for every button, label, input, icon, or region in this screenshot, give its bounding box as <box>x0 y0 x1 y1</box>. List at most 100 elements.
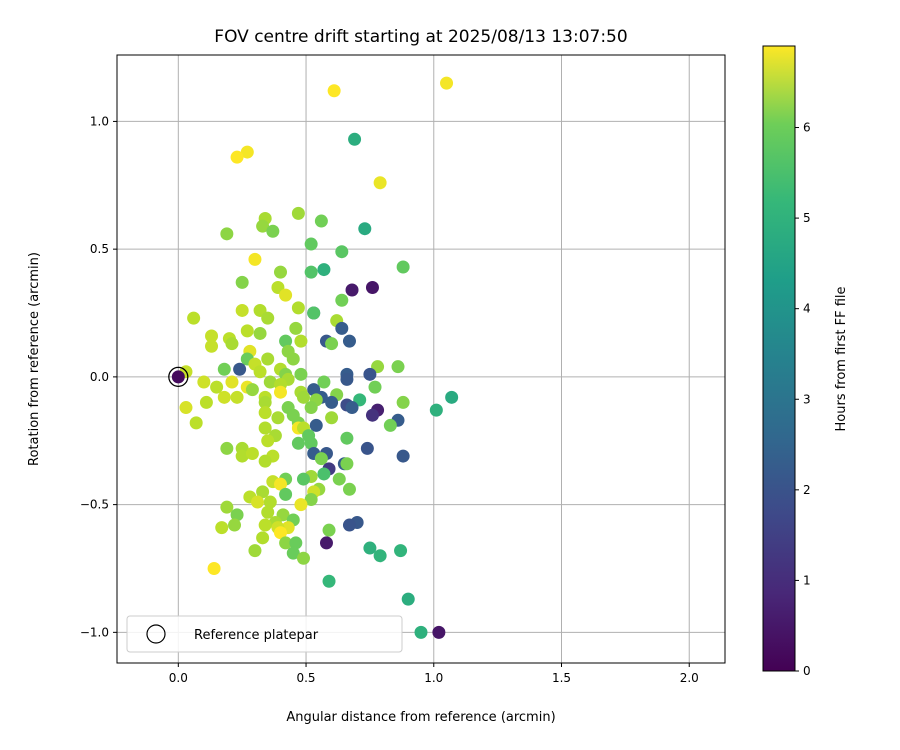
data-point <box>273 477 287 491</box>
data-point <box>307 306 321 320</box>
data-point <box>235 275 249 289</box>
data-point <box>342 334 356 348</box>
data-point <box>291 206 305 220</box>
data-point <box>373 549 387 563</box>
data-point <box>220 227 234 241</box>
legend-reference-marker <box>146 624 166 644</box>
x-tick-label: 0.5 <box>296 671 315 685</box>
data-point <box>228 518 242 532</box>
data-point <box>256 219 270 233</box>
data-point <box>220 500 234 514</box>
data-point <box>205 329 219 343</box>
data-point <box>319 536 333 550</box>
data-point <box>215 521 229 535</box>
data-point <box>396 260 410 274</box>
data-point <box>414 625 428 639</box>
data-point <box>273 526 287 540</box>
data-point <box>286 352 300 366</box>
data-point <box>258 421 272 435</box>
x-tick-label: 1.5 <box>552 671 571 685</box>
data-point <box>314 452 328 466</box>
y-axis-ticks: −1.0 −0.5 0.0 0.5 1.0 <box>80 114 117 639</box>
data-point <box>325 411 339 425</box>
data-point <box>335 321 349 335</box>
data-point <box>317 263 331 277</box>
data-point <box>279 487 293 501</box>
data-point <box>245 383 259 397</box>
data-point <box>261 352 275 366</box>
data-point <box>342 518 356 532</box>
colorbar-label: Hours from first FF file <box>834 286 849 431</box>
data-point <box>233 362 247 376</box>
data-point <box>271 411 285 425</box>
data-point <box>261 434 275 448</box>
data-point <box>363 541 377 555</box>
plot-frame <box>116 54 726 664</box>
data-point <box>335 293 349 307</box>
data-point <box>291 301 305 315</box>
data-point <box>240 324 254 338</box>
data-point <box>340 457 354 471</box>
data-point <box>294 367 308 381</box>
data-point <box>187 311 201 325</box>
data-point <box>207 561 221 575</box>
data-point <box>197 375 211 389</box>
data-point <box>396 395 410 409</box>
y-tick-label: −1.0 <box>80 625 109 639</box>
data-point <box>266 224 280 238</box>
colorbar-tick-label: 3 <box>803 392 811 406</box>
data-point <box>279 334 293 348</box>
legend: Reference platepar <box>126 615 403 653</box>
data-point <box>325 337 339 351</box>
data-point <box>294 498 308 512</box>
data-point <box>342 482 356 496</box>
data-point <box>340 431 354 445</box>
data-point <box>263 495 277 509</box>
data-point <box>279 288 293 302</box>
data-point <box>205 339 219 353</box>
data-point <box>401 592 415 606</box>
x-tick-label: 2.0 <box>680 671 699 685</box>
data-point <box>440 76 454 90</box>
data-point <box>296 472 310 486</box>
data-point <box>253 326 267 340</box>
x-tick-label: 0.0 <box>169 671 188 685</box>
colorbar-tick-label: 1 <box>803 573 811 587</box>
y-axis-label: Rotation from reference (arcmin) <box>27 252 42 466</box>
data-point <box>179 401 193 415</box>
data-point <box>325 395 339 409</box>
legend-box <box>126 615 403 653</box>
data-point <box>304 436 318 450</box>
data-point <box>256 485 270 499</box>
colorbar-tick-label: 6 <box>803 121 811 135</box>
data-point <box>273 385 287 399</box>
data-point <box>304 237 318 251</box>
data-point <box>358 222 372 236</box>
data-point <box>245 447 259 461</box>
x-axis-ticks: 0.0 0.5 1.0 1.5 2.0 <box>169 663 699 685</box>
data-point <box>383 418 397 432</box>
colorbar-tick-label: 2 <box>803 483 811 497</box>
data-point <box>225 375 239 389</box>
data-point <box>368 380 382 394</box>
data-point <box>432 625 446 639</box>
data-point <box>261 311 275 325</box>
data-point <box>373 176 387 190</box>
data-point <box>261 505 275 519</box>
chart-title: FOV centre drift starting at 2025/08/13 … <box>214 27 627 47</box>
data-point <box>225 337 239 351</box>
data-point <box>322 574 336 588</box>
data-point <box>240 145 254 159</box>
data-point <box>335 245 349 259</box>
data-point <box>365 280 379 294</box>
y-tick-label: 0.0 <box>90 370 109 384</box>
data-point <box>345 401 359 415</box>
data-point <box>445 390 459 404</box>
data-point <box>248 252 262 266</box>
data-point <box>429 403 443 417</box>
colorbar-tick-label: 5 <box>803 211 811 225</box>
data-point <box>210 380 224 394</box>
data-point <box>317 375 331 389</box>
data-point <box>327 84 341 98</box>
